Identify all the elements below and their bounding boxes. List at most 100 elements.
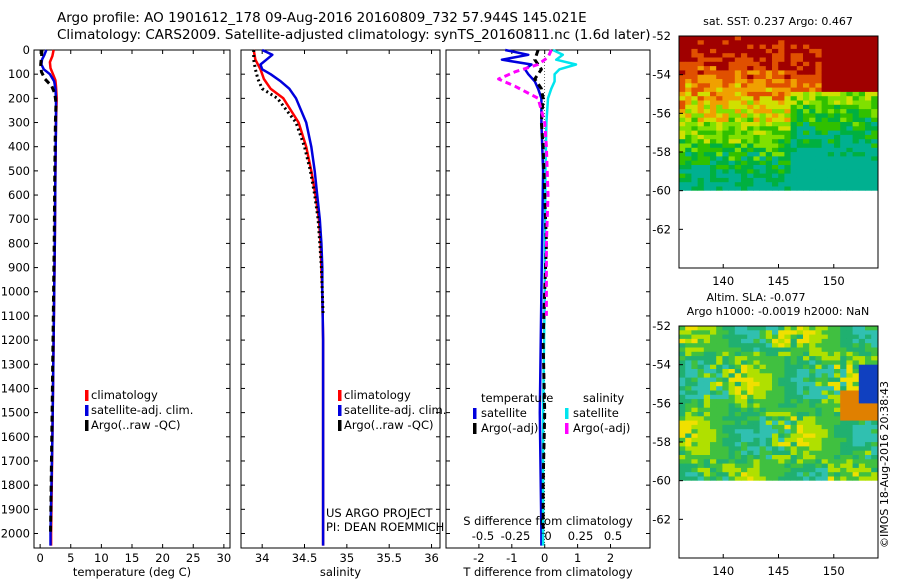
map-cell xyxy=(778,412,785,417)
map-cell xyxy=(846,186,853,191)
map-cell xyxy=(772,455,779,460)
map-cell xyxy=(716,83,723,88)
map-cell xyxy=(796,122,804,127)
map-cell xyxy=(778,343,785,348)
map-cell xyxy=(846,424,853,430)
map-cell xyxy=(809,74,816,80)
map-cell xyxy=(710,390,717,396)
map-cell xyxy=(697,450,705,456)
map-cell xyxy=(753,117,760,123)
map-cell xyxy=(846,169,853,174)
map-cell xyxy=(834,420,841,426)
map-cell xyxy=(803,416,810,421)
map-cell xyxy=(846,330,853,335)
map-cell xyxy=(722,169,729,174)
map-cell xyxy=(834,53,841,58)
map-cell xyxy=(852,446,860,452)
map-cell xyxy=(796,338,804,344)
map-cell xyxy=(834,169,841,174)
map-cell xyxy=(796,160,804,166)
map-cell xyxy=(728,476,736,481)
map-cell xyxy=(753,177,760,183)
map-cell xyxy=(697,53,705,58)
map-cell xyxy=(809,351,816,357)
map-cell xyxy=(747,351,754,357)
map-cell xyxy=(728,36,736,41)
map-cell xyxy=(703,412,711,417)
map-cell xyxy=(734,403,742,409)
map-cell xyxy=(852,437,860,443)
legend-label: climatology xyxy=(91,388,158,402)
map-cell xyxy=(753,351,760,357)
map-cell xyxy=(858,36,866,41)
map-cell xyxy=(796,44,804,50)
map-cell xyxy=(741,79,748,84)
map-cell xyxy=(753,338,760,344)
map-cell xyxy=(790,463,798,469)
map-cell xyxy=(685,386,692,391)
map-cell xyxy=(679,446,686,452)
map-cell xyxy=(722,61,729,67)
map-cell xyxy=(784,369,791,374)
map-cell xyxy=(809,40,816,45)
map-cell xyxy=(858,424,866,430)
map-cell xyxy=(703,407,711,413)
map-cell xyxy=(858,152,866,157)
map-cell xyxy=(809,326,816,331)
map-cell xyxy=(796,364,804,370)
map-cell xyxy=(796,152,804,157)
map-cell xyxy=(871,173,878,179)
map-cell xyxy=(821,91,829,97)
map-cell xyxy=(784,74,791,80)
map-cell xyxy=(858,364,866,370)
sla-map-image xyxy=(679,326,878,481)
map-cell xyxy=(691,476,698,481)
map-cell xyxy=(765,96,773,101)
map-cell xyxy=(865,126,872,131)
map-cell xyxy=(734,147,742,153)
map-cell xyxy=(815,429,822,434)
map-cell xyxy=(728,53,736,58)
map-cell xyxy=(840,126,847,131)
map-cell xyxy=(815,433,822,439)
map-cell xyxy=(728,87,736,93)
map-cell xyxy=(679,381,686,387)
map-cell xyxy=(759,429,767,434)
map-cell xyxy=(710,143,717,149)
map-cell xyxy=(753,79,760,84)
map-cell xyxy=(778,369,785,374)
map-cell xyxy=(834,91,841,97)
map-cell xyxy=(846,360,853,366)
map-cell xyxy=(834,373,841,378)
map-cell xyxy=(734,476,742,481)
map-cell xyxy=(796,173,804,179)
map-cell xyxy=(765,373,773,378)
map-cell xyxy=(846,377,853,383)
map-cell xyxy=(846,165,853,170)
map-cell xyxy=(759,139,767,144)
map-cell xyxy=(759,160,767,166)
map-cell xyxy=(809,416,816,421)
map-cell xyxy=(871,91,878,97)
map-cell xyxy=(685,122,692,127)
map-cell xyxy=(815,130,822,136)
map-cell xyxy=(827,476,835,481)
map-cell xyxy=(765,160,773,166)
map-cell xyxy=(685,186,692,191)
map-cell xyxy=(803,156,810,162)
map-cell xyxy=(685,100,692,106)
map-cell xyxy=(846,381,853,387)
map-cell xyxy=(827,373,835,378)
map-cell xyxy=(778,442,785,447)
map-cell xyxy=(858,369,866,374)
map-cell xyxy=(784,165,791,170)
map-cell xyxy=(765,143,773,149)
map-cell xyxy=(778,66,785,71)
map-cell xyxy=(759,165,767,170)
map-cell xyxy=(722,364,729,370)
map-cell xyxy=(821,330,829,335)
map-cell xyxy=(809,381,816,387)
map-cell xyxy=(803,83,810,88)
map-cell xyxy=(840,74,847,80)
legend-label: Argo(-adj) xyxy=(573,421,630,435)
